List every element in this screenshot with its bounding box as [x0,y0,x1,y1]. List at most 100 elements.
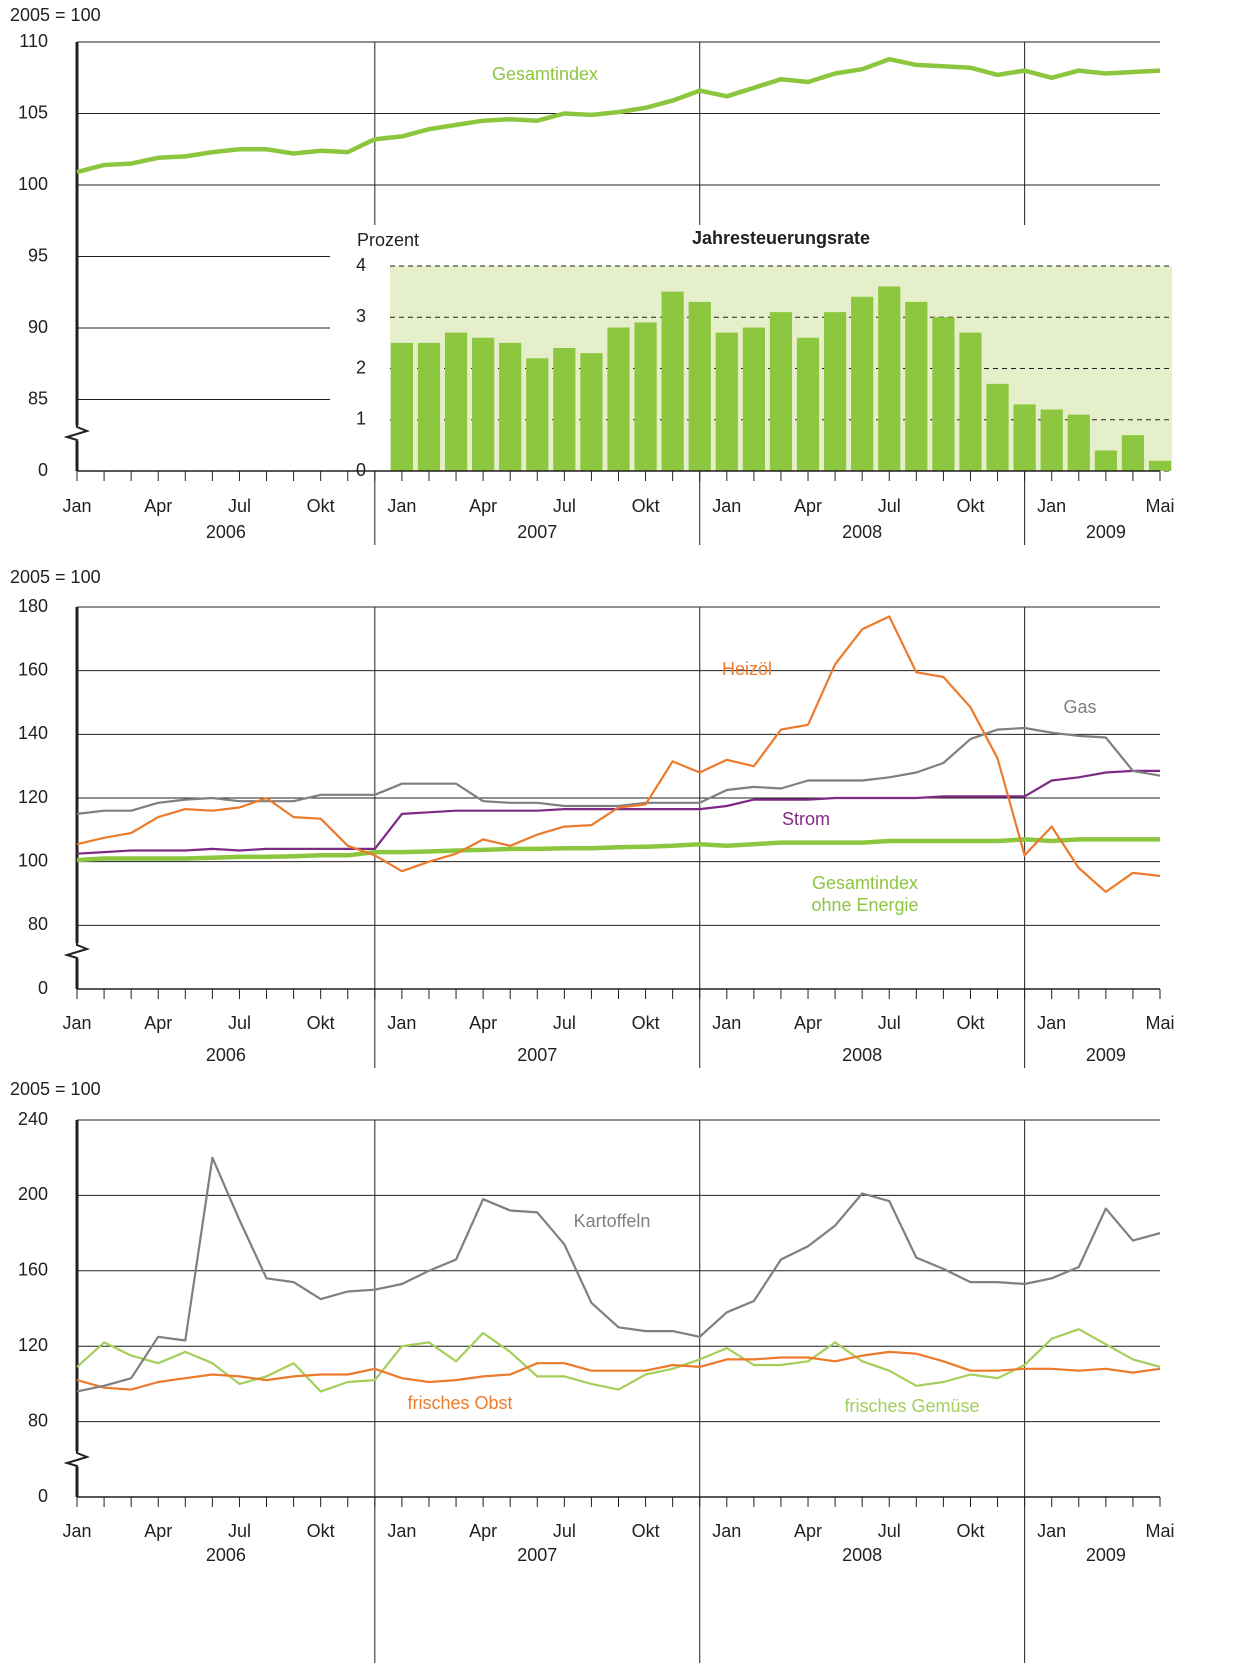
x-tick-label: Okt [956,496,984,516]
bar [769,312,793,471]
bar [634,322,657,471]
series-label: frisches Gemüse [844,1396,979,1416]
x-tick-label: Jul [878,496,901,516]
bar [499,342,522,471]
line-series [76,615,1161,893]
bar [932,317,955,471]
y2-tick-label: 2 [356,357,366,377]
x-tick-label: Jan [387,1521,416,1541]
x-tick-label: Jan [712,496,741,516]
y-axis-title: 2005 = 100 [10,5,101,25]
bar [526,358,549,471]
x-tick-label: Okt [956,1521,984,1541]
line-series [76,769,1160,855]
x-tick-label: Apr [144,1521,172,1541]
y-tick-label: 100 [18,174,48,194]
year-label: 2007 [517,1545,557,1565]
y-tick-label: 80 [28,914,48,934]
year-label: 2009 [1086,1045,1126,1065]
x-tick-label: Mai [1145,1013,1174,1033]
y-tick-label: 180 [18,596,48,616]
y-tick-label: 120 [18,1335,48,1355]
x-tick-label: Okt [632,1013,660,1033]
axis-break [63,941,91,962]
bar [607,327,630,471]
y2-tick-label: 0 [356,460,366,480]
line-series [76,1156,1161,1393]
x-tick-label: Apr [794,496,822,516]
year-label: 2006 [206,522,246,542]
y2-tick-label: 3 [356,306,366,326]
y2-tick-label: 1 [356,409,366,429]
bar [1067,414,1090,471]
bar [417,342,441,471]
bar [688,301,711,471]
x-tick-label: Apr [469,496,497,516]
series-label-box: Gesamtindex ohne Energie [811,873,919,915]
x-tick-label: Okt [956,1013,984,1033]
series-label: Gas [1063,697,1096,717]
y-tick-label: 100 [18,850,48,870]
bar [742,327,765,471]
series-label: Gesamtindex [492,64,598,84]
y-tick-label: 95 [28,245,48,265]
year-label: 2009 [1086,522,1126,542]
line-series [76,1328,1161,1393]
x-tick-label: Okt [632,1521,660,1541]
x-tick-label: Jan [712,1013,741,1033]
bar [905,301,928,471]
bar [390,342,414,471]
bar [959,332,982,471]
year-label: 2008 [842,522,882,542]
x-tick-label: Apr [794,1521,822,1541]
y-tick-label: 105 [18,102,48,122]
x-tick-label: Apr [794,1013,822,1033]
bar [1040,409,1063,471]
y-tick-label: 200 [18,1184,48,1204]
x-tick-label: Jul [553,1013,576,1033]
x-tick-label: Jan [712,1521,741,1541]
y-tick-label: 240 [18,1109,48,1129]
bar [444,332,468,471]
axis-break [63,423,91,444]
x-tick-label: Jul [228,1013,251,1033]
x-tick-label: Okt [307,496,335,516]
bar [1094,450,1117,471]
year-label: 2007 [517,522,557,542]
line-series [76,726,1161,815]
y-tick-label: 160 [18,659,48,679]
bar [1148,460,1172,471]
x-tick-label: Apr [144,1013,172,1033]
series-label: Kartoffeln [574,1211,651,1231]
y-tick-label: 140 [18,723,48,743]
y2-tick-label: 4 [356,255,366,275]
bar [823,312,847,471]
bar [553,348,576,471]
bar [661,291,684,471]
y-tick-label: 85 [28,388,48,408]
bar [796,337,820,471]
y-tick-label: 160 [18,1260,48,1280]
line-series [76,56,1161,175]
year-label: 2008 [842,1045,882,1065]
x-tick-label: Jul [228,496,251,516]
y-tick-label: 80 [28,1410,48,1430]
x-tick-label: Okt [307,1521,335,1541]
bar [472,337,495,471]
line-series [76,837,1160,863]
x-tick-label: Apr [469,1013,497,1033]
year-label: 2008 [842,1545,882,1565]
series-label: Gesamtindex ohne Energie [811,873,919,915]
y2-axis-title: Prozent [357,230,419,250]
x-tick-label: Jul [553,1521,576,1541]
year-label: 2007 [517,1045,557,1065]
y-tick-label: 120 [18,787,48,807]
x-tick-label: Jan [1037,496,1066,516]
y-axis-title: 2005 = 100 [10,567,101,587]
x-tick-label: Jan [387,496,416,516]
bar [1121,435,1145,471]
x-tick-label: Jan [1037,1521,1066,1541]
series-label: Heizöl [722,659,772,679]
inset-title: Jahresteuerungsrate [692,228,870,248]
